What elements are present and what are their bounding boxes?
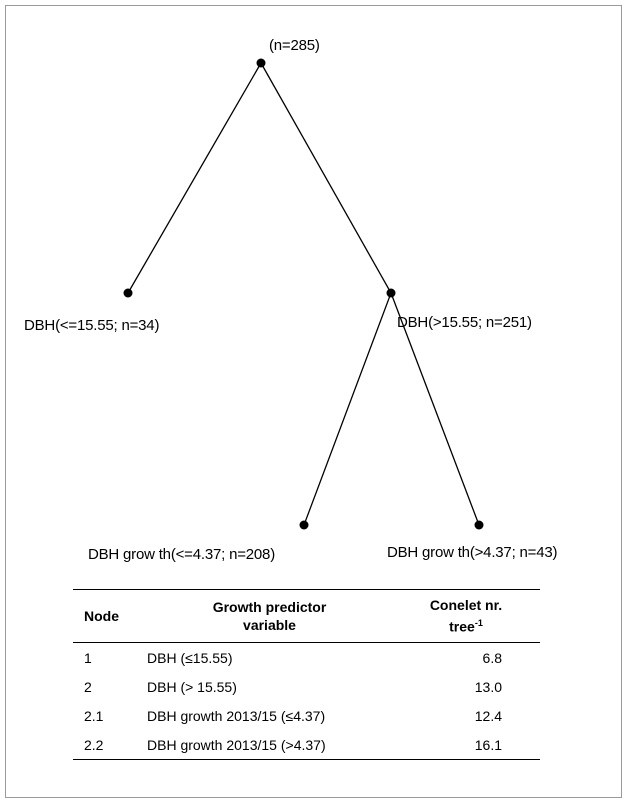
header-conelet: Conelet nr. tree-1 [392, 589, 540, 643]
edge-right-left [303, 292, 392, 526]
figure-frame [5, 5, 622, 798]
cell-variable: DBH growth 2013/15 (>4.37) [147, 730, 392, 760]
cell-variable: DBH (≤15.55) [147, 649, 233, 666]
table-row: 1 DBH (≤15.55) 6.8 [73, 643, 540, 673]
header-variable: Growth predictor variable [147, 589, 392, 643]
edge-root-right [260, 62, 392, 294]
edge-root-left [127, 62, 262, 294]
cell-variable: DBH growth 2013/15 (≤4.37) [147, 707, 326, 724]
node-root [256, 58, 266, 68]
right-node-label: DBH(>15.55; n=251) [397, 314, 532, 331]
cell-node: 2.2 [73, 730, 147, 760]
cell-conelet: 13.0 [474, 678, 502, 695]
cell-node: 2 [84, 678, 92, 695]
header-conelet-sup: -1 [474, 618, 483, 629]
table-row: 2.1 DBH growth 2013/15 (≤4.37) 12.4 [73, 701, 540, 730]
cell-node: 1 [84, 649, 92, 666]
right-left-node-label: DBH grow th(<=4.37; n=208) [88, 546, 275, 563]
header-conelet-line2: tree [449, 618, 475, 635]
cell-conelet: 6.8 [482, 649, 502, 666]
root-label: (n=285) [269, 37, 320, 54]
node-right [386, 288, 396, 298]
left-node-label: DBH(<=15.55; n=34) [24, 317, 160, 334]
cell-variable: DBH (> 15.55) [147, 678, 237, 695]
node-right-right [474, 520, 484, 530]
cell-node: 2.1 [84, 707, 104, 724]
table-header-row: Node Growth predictor variable Conelet n… [73, 589, 540, 643]
header-node: Node [73, 589, 147, 643]
table-row: 2.2 DBH growth 2013/15 (>4.37) 16.1 [73, 730, 540, 760]
node-right-left [299, 520, 309, 530]
header-variable-line2: variable [243, 617, 296, 633]
table-row: 2 DBH (> 15.55) 13.0 [73, 672, 540, 701]
right-right-node-label: DBH grow th(>4.37; n=43) [387, 544, 558, 561]
cell-conelet: 16.1 [392, 730, 540, 760]
cell-conelet: 12.4 [474, 707, 502, 724]
predictor-table: Node Growth predictor variable Conelet n… [73, 589, 540, 760]
header-conelet-line1: Conelet nr. [429, 597, 503, 614]
edge-right-right [390, 292, 480, 526]
header-variable-line1: Growth predictor [212, 599, 327, 615]
node-left [123, 288, 133, 298]
